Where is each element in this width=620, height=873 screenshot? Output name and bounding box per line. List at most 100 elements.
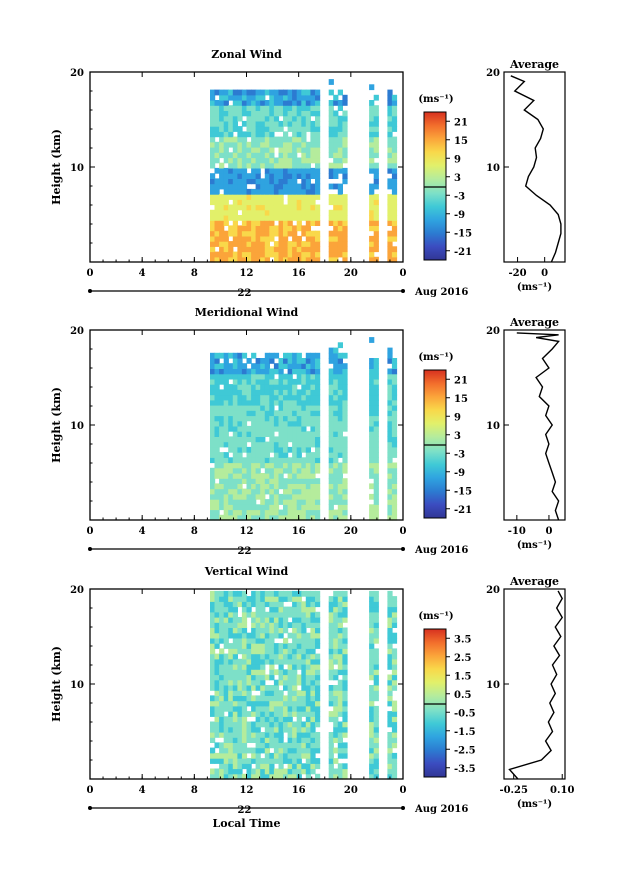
heatmap-cell xyxy=(301,509,307,516)
heatmap-cell xyxy=(337,152,343,159)
heatmap-cell xyxy=(255,115,261,122)
heatmap-cell xyxy=(373,120,379,127)
heatmap-cell xyxy=(333,457,339,464)
heatmap-cell xyxy=(210,452,216,458)
heatmap-cell xyxy=(337,126,343,132)
heatmap-cell xyxy=(241,110,248,117)
heatmap-cell xyxy=(228,188,234,195)
heatmap-cell xyxy=(241,94,248,101)
heatmap-cell xyxy=(387,230,393,237)
heatmap-cell xyxy=(237,457,243,464)
heatmap-cell xyxy=(219,716,225,723)
heatmap-cell xyxy=(260,105,266,111)
heatmap-cell xyxy=(223,152,229,159)
heatmap-cell xyxy=(246,658,252,665)
heatmap-cell xyxy=(246,611,252,618)
heatmap-cell xyxy=(315,352,321,359)
heatmap-cell xyxy=(328,737,334,743)
heatmap-cell xyxy=(387,737,393,743)
heatmap-cell xyxy=(333,622,339,628)
heatmap-cell xyxy=(228,773,234,780)
heatmap-cell xyxy=(296,436,302,443)
heatmap-cell xyxy=(273,94,280,101)
heatmap-cell xyxy=(278,747,284,754)
heatmap-cell xyxy=(328,100,334,106)
heatmap-cell xyxy=(228,183,234,190)
heatmap-cell xyxy=(369,194,375,200)
heatmap-cell xyxy=(264,251,270,258)
heatmap-cell xyxy=(273,737,280,743)
heatmap-cell xyxy=(273,246,280,253)
heatmap-cell xyxy=(260,627,266,634)
heatmap-cell xyxy=(315,737,321,743)
date-axis-start xyxy=(88,547,92,551)
heatmap-cell xyxy=(228,617,234,623)
heatmap-cell xyxy=(264,415,270,422)
heatmap-cell xyxy=(269,690,275,696)
heatmap-cell xyxy=(232,420,238,427)
heatmap-cell xyxy=(342,611,348,618)
heatmap-cell xyxy=(387,358,393,364)
heatmap-cell xyxy=(219,147,225,153)
heatmap-cell xyxy=(305,637,311,644)
heatmap-cell xyxy=(315,235,321,242)
heatmap-cell xyxy=(260,220,266,226)
heatmap-cell xyxy=(241,188,248,195)
heatmap-cell xyxy=(296,425,302,432)
heatmap-cell xyxy=(260,136,266,143)
heatmap-cell xyxy=(287,737,293,743)
heatmap-cell xyxy=(315,141,321,148)
heatmap-cell xyxy=(292,742,298,749)
heatmap-cell xyxy=(278,611,284,618)
heatmap-cell xyxy=(260,483,266,490)
heatmap-cell xyxy=(269,773,275,780)
heatmap-cell xyxy=(228,373,234,380)
heatmap-cell xyxy=(251,632,257,639)
heatmap-cell xyxy=(296,110,302,117)
heatmap-cell xyxy=(273,509,280,516)
heatmap-cell xyxy=(305,173,311,179)
heatmap-cell xyxy=(373,711,379,717)
heatmap-cell xyxy=(260,705,266,712)
heatmap-cell xyxy=(264,721,270,728)
colorbar-unit: (ms⁻¹) xyxy=(418,611,453,622)
heatmap-cell xyxy=(333,131,339,138)
heatmap-cell xyxy=(369,763,375,770)
heatmap-cell xyxy=(246,378,252,385)
heatmap-cell xyxy=(342,695,348,702)
heatmap-cell xyxy=(287,194,293,200)
heatmap-cell xyxy=(342,596,348,602)
heatmap-cell xyxy=(337,120,343,127)
heatmap-cell xyxy=(246,478,252,484)
heatmap-cell xyxy=(223,467,229,474)
heatmap-cell xyxy=(369,622,375,628)
heatmap-cell xyxy=(223,457,229,464)
heatmap-cell xyxy=(296,653,302,660)
heatmap-cell xyxy=(342,617,348,623)
heatmap-cell xyxy=(219,637,225,644)
heatmap-cell xyxy=(328,632,334,639)
heatmap-cell xyxy=(278,514,284,521)
heatmap-cell xyxy=(214,711,220,717)
heatmap-cell xyxy=(296,606,302,613)
heatmap-cell xyxy=(260,716,266,723)
heatmap-cell xyxy=(273,611,280,618)
heatmap-cell xyxy=(391,742,398,749)
heatmap-cell xyxy=(387,690,393,696)
heatmap-cell xyxy=(342,509,348,516)
heatmap-cell xyxy=(278,742,284,749)
heatmap-cell xyxy=(269,742,275,749)
heatmap-cell xyxy=(219,648,225,655)
heatmap-cell xyxy=(287,747,293,754)
heatmap-cell xyxy=(292,711,298,717)
heatmap-cell xyxy=(255,721,261,728)
heatmap-cell xyxy=(369,732,375,738)
heatmap-cell xyxy=(246,601,252,608)
heatmap-cell xyxy=(305,209,311,216)
heatmap-cell xyxy=(328,147,334,153)
heatmap-cell xyxy=(301,617,307,623)
heatmap-cell xyxy=(246,120,252,127)
heatmap-cell xyxy=(251,737,257,743)
heatmap-cell xyxy=(219,373,225,380)
